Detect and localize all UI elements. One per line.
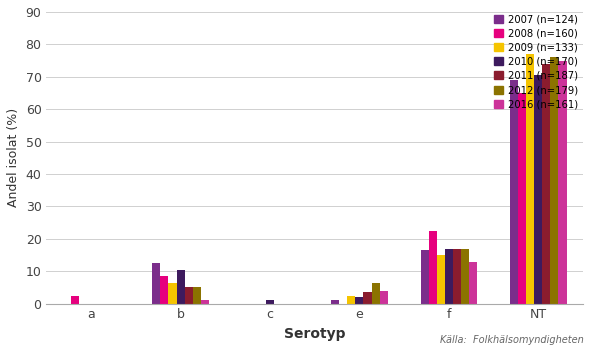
Bar <box>550 57 559 304</box>
Bar <box>176 270 185 304</box>
Bar <box>201 300 209 304</box>
Bar <box>429 231 437 304</box>
Bar <box>542 64 550 304</box>
Bar <box>152 263 160 304</box>
Bar <box>445 248 453 304</box>
Bar <box>461 248 469 304</box>
Text: Källa:  Folkhälsomyndigheten: Källa: Folkhälsomyndigheten <box>440 334 584 345</box>
Bar <box>526 54 535 304</box>
Bar <box>469 261 477 304</box>
Bar <box>160 276 169 304</box>
Bar <box>559 61 566 304</box>
Bar <box>437 255 445 304</box>
Bar <box>453 248 461 304</box>
Bar <box>185 287 192 304</box>
X-axis label: Serotyp: Serotyp <box>284 327 346 341</box>
Bar <box>355 297 363 304</box>
Bar <box>379 291 388 304</box>
Bar <box>421 250 429 304</box>
Bar <box>372 283 379 304</box>
Bar <box>535 75 542 304</box>
Bar <box>510 80 518 304</box>
Bar <box>331 300 339 304</box>
Bar <box>363 292 372 304</box>
Y-axis label: Andel isolat (%): Andel isolat (%) <box>7 108 20 207</box>
Bar <box>192 287 201 304</box>
Bar <box>518 93 526 304</box>
Bar <box>71 295 79 304</box>
Bar <box>348 295 355 304</box>
Legend: 2007 (n=124), 2008 (n=160), 2009 (n=133), 2010 (n=170), 2011 (n=187), 2012 (n=17: 2007 (n=124), 2008 (n=160), 2009 (n=133)… <box>494 14 578 109</box>
Bar <box>169 283 176 304</box>
Bar <box>266 300 274 304</box>
